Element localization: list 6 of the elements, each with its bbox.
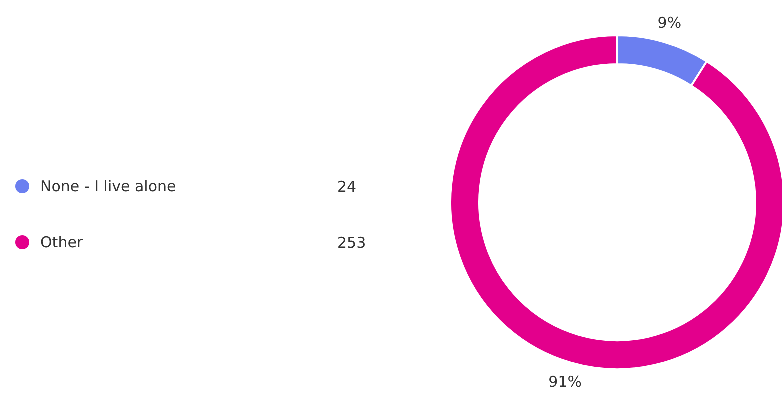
legend-label: Other: [40, 234, 84, 252]
text: 253: [338, 234, 366, 252]
data-label: 91%: [548, 373, 582, 392]
data-label: 9%: [658, 14, 682, 32]
text: 24: [338, 178, 357, 196]
legend-label: None - I live alone: [40, 178, 176, 196]
